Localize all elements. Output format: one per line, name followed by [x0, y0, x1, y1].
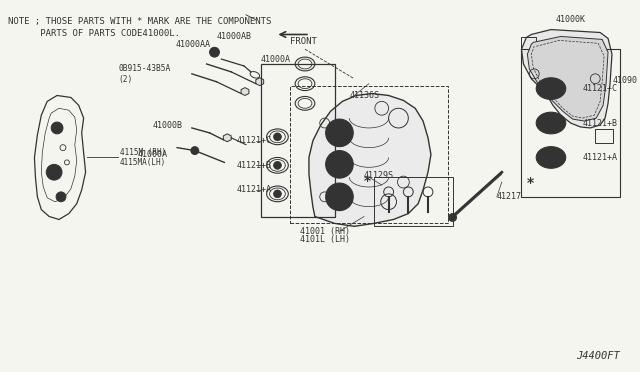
Circle shape [209, 47, 220, 57]
Text: 41129S: 41129S [364, 171, 394, 180]
Polygon shape [522, 29, 612, 128]
Text: 41000A: 41000A [260, 55, 291, 64]
Bar [374, 177, 452, 226]
Ellipse shape [536, 147, 566, 168]
Ellipse shape [540, 81, 562, 96]
Circle shape [330, 187, 349, 207]
Text: 4101L (LH): 4101L (LH) [300, 235, 349, 244]
Text: 41217: 41217 [497, 192, 522, 201]
Text: 41136S: 41136S [349, 91, 380, 100]
Bar [291, 86, 447, 224]
Text: 41000B: 41000B [152, 122, 182, 131]
Circle shape [46, 164, 62, 180]
Bar [260, 64, 335, 217]
Circle shape [330, 154, 349, 174]
Circle shape [273, 190, 282, 198]
Circle shape [326, 151, 353, 178]
Circle shape [56, 192, 66, 202]
Text: 41000AB: 41000AB [216, 32, 252, 41]
Text: *: * [526, 176, 534, 190]
Ellipse shape [536, 78, 566, 99]
Bar [522, 38, 536, 49]
Ellipse shape [540, 150, 562, 165]
Text: 4115M (RH)
4115MA(LH): 4115M (RH) 4115MA(LH) [120, 148, 166, 167]
Circle shape [191, 147, 199, 154]
Text: J4400FT: J4400FT [576, 351, 620, 361]
Circle shape [273, 161, 282, 169]
Text: 41001 (RH): 41001 (RH) [300, 227, 349, 236]
Circle shape [273, 133, 282, 141]
Text: 41000A: 41000A [138, 150, 168, 159]
Polygon shape [223, 134, 231, 142]
Text: 41121+C: 41121+C [236, 136, 271, 145]
Polygon shape [241, 88, 249, 96]
Circle shape [51, 122, 63, 134]
Text: 41121+B: 41121+B [236, 161, 271, 170]
Polygon shape [309, 93, 431, 226]
Text: 41090: 41090 [613, 76, 638, 85]
Bar [595, 129, 613, 143]
Ellipse shape [540, 115, 562, 131]
Text: 41121+C: 41121+C [582, 84, 618, 93]
Ellipse shape [536, 112, 566, 134]
Text: NOTE ; THOSE PARTS WITH * MARK ARE THE COMPONENTS
      PARTS OF PARTS CODE41000: NOTE ; THOSE PARTS WITH * MARK ARE THE C… [8, 17, 271, 38]
Text: 0B915-43B5A
(2): 0B915-43B5A (2) [118, 64, 170, 84]
Text: FRONT: FRONT [291, 37, 317, 46]
Text: 41121+B: 41121+B [582, 119, 618, 128]
Bar [522, 49, 620, 197]
Text: 41000AA: 41000AA [175, 40, 210, 49]
Circle shape [326, 183, 353, 211]
Polygon shape [256, 78, 264, 86]
Circle shape [330, 123, 349, 143]
Text: *: * [364, 174, 371, 188]
Polygon shape [527, 36, 608, 121]
Circle shape [326, 119, 353, 147]
Circle shape [449, 214, 456, 221]
Text: 41121+A: 41121+A [236, 185, 271, 195]
Text: 41121+A: 41121+A [582, 153, 618, 162]
Text: 41000K: 41000K [556, 15, 586, 24]
